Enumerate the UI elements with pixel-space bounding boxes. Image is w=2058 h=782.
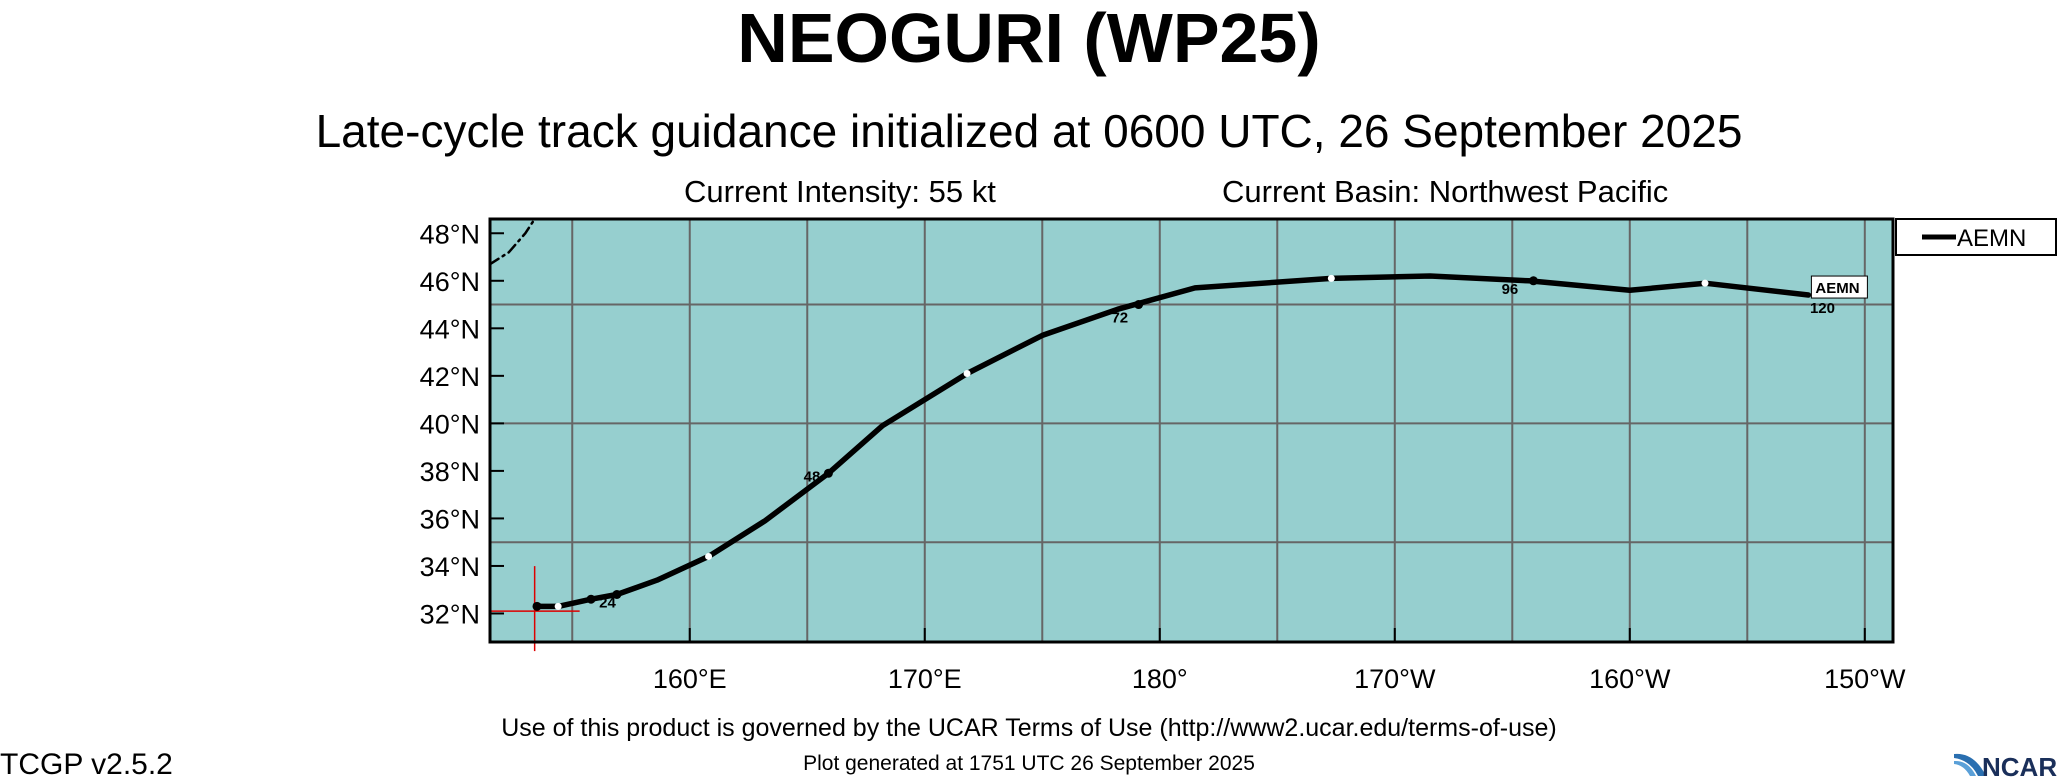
- longitude-ticks: 160°E 170°E 180° 170°W 160°W 150°W: [653, 628, 1906, 694]
- track-point-black-4: [1134, 300, 1144, 310]
- version-label: TCGP v2.5.2: [0, 748, 173, 781]
- track-end-label: AEMN: [1815, 280, 1859, 297]
- lon-tick-label-190: 170°W: [1354, 664, 1436, 694]
- lon-tick-label-210: 150°W: [1824, 664, 1906, 694]
- lat-tick-label-44: 44°N: [420, 314, 480, 344]
- track-point-black-1: [586, 594, 596, 604]
- lon-tick-label-200: 160°W: [1589, 664, 1671, 694]
- track-point-white-0: [554, 602, 562, 610]
- track-hour-label-24: 24: [599, 595, 616, 612]
- track-point-white-4: [1701, 279, 1709, 287]
- svg-text:NCAR: NCAR: [1982, 752, 2057, 780]
- lat-tick-label-48: 48°N: [420, 219, 480, 249]
- legend-label-aemn: AEMN: [1957, 225, 2026, 252]
- lat-tick-label-40: 40°N: [420, 409, 480, 439]
- track-point-black-2: [612, 589, 622, 599]
- lat-tick-label-38: 38°N: [420, 457, 480, 487]
- track-hour-label-120: 120: [1810, 300, 1835, 317]
- terms-of-use: Use of this product is governed by the U…: [501, 714, 1557, 742]
- lat-tick-label-42: 42°N: [420, 362, 480, 392]
- lat-tick-label-36: 36°N: [420, 504, 480, 534]
- track-hour-label-48: 48: [804, 469, 821, 486]
- current-basin: Current Basin: Northwest Pacific: [1222, 174, 1669, 209]
- track-hour-labels: 24 48 72 96 120 AEMN: [599, 275, 1868, 612]
- lat-tick-label-46: 46°N: [420, 267, 480, 297]
- lat-tick-label-32: 32°N: [420, 599, 480, 629]
- track-markers: [532, 274, 1709, 611]
- current-intensity: Current Intensity: 55 kt: [684, 174, 996, 209]
- track-point-black-5: [1528, 276, 1538, 286]
- lon-tick-label-180: 180°: [1132, 664, 1188, 694]
- track-point-black-0: [532, 601, 542, 611]
- plot-generated-time: Plot generated at 1751 UTC 26 September …: [803, 752, 1255, 775]
- latitude-ticks: 48°N 46°N 44°N 42°N 40°N 38°N 36°N 34°N 32°N: [420, 219, 504, 629]
- track-point-black-3: [823, 468, 833, 478]
- track-line-secondary-1: [488, 217, 536, 266]
- map-frame: [488, 217, 1895, 644]
- track-hour-label-96: 96: [1502, 281, 1519, 298]
- track-end-label-box: [1810, 275, 1868, 299]
- track-point-white-3: [1327, 274, 1335, 282]
- page-subtitle: Late-cycle track guidance initialized at…: [315, 105, 1743, 157]
- lat-tick-label-34: 34°N: [420, 552, 480, 582]
- track-point-white-1: [705, 552, 713, 560]
- map-background: [490, 219, 1893, 642]
- lon-tick-label-160: 160°E: [653, 664, 727, 694]
- lon-tick-label-170: 170°E: [888, 664, 962, 694]
- track-point-white-2: [963, 369, 971, 377]
- legend: AEMN: [1895, 218, 2057, 256]
- track-hour-label-72: 72: [1111, 309, 1128, 326]
- ncar-logo: NCAR: [1954, 752, 2057, 780]
- page-title: NEOGURI (WP25): [737, 0, 1321, 77]
- map-grid: [490, 219, 1893, 642]
